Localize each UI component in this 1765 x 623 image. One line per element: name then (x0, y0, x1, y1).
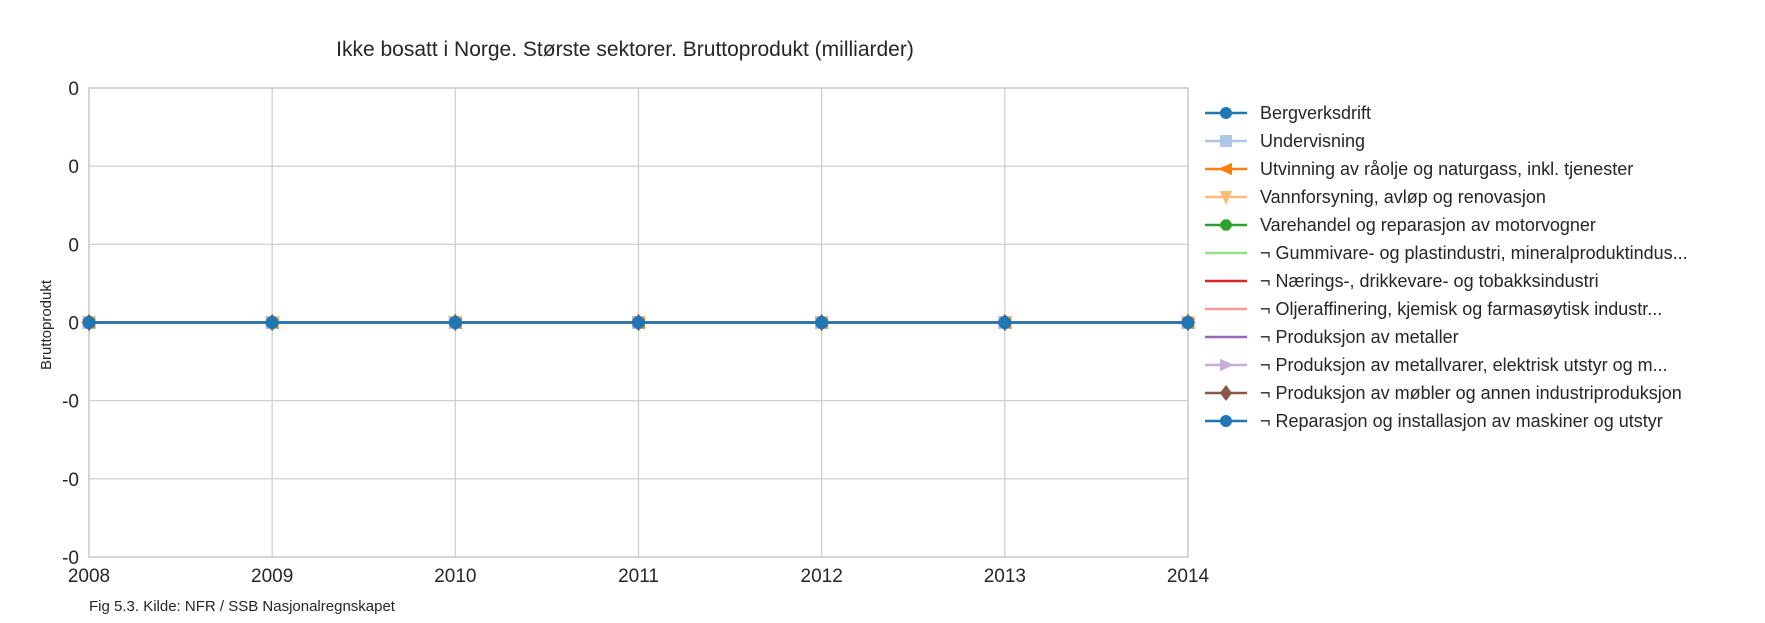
legend-label: ¬ Produksjon av møbler og annen industri… (1260, 383, 1682, 403)
legend-item: ¬ Oljeraffinering, kjemisk og farmasøyti… (1205, 299, 1662, 319)
legend-marker (1220, 219, 1232, 231)
y-tick-label: -0 (62, 392, 79, 413)
legend-item: ¬ Reparasjon og installasjon av maskiner… (1205, 411, 1663, 431)
x-tick-label: 2011 (618, 566, 659, 587)
legend-marker (1218, 162, 1232, 176)
legend-label: ¬ Oljeraffinering, kjemisk og farmasøyti… (1260, 299, 1662, 319)
y-tick-label: 0 (68, 79, 79, 100)
y-axis-label: Bruttoprodukt (38, 279, 55, 370)
legend-item: Utvinning av råolje og naturgass, inkl. … (1205, 159, 1633, 179)
x-tick-label: 2012 (801, 566, 843, 587)
legend-marker (1219, 385, 1233, 401)
legend-item: Undervisning (1205, 131, 1365, 151)
data-point (448, 316, 462, 329)
legend-label: ¬ Produksjon av metallvarer, elektrisk u… (1260, 355, 1668, 375)
legend-label: ¬ Gummivare- og plastindustri, mineralpr… (1260, 243, 1688, 263)
x-tick-label: 2014 (1167, 566, 1210, 587)
legend-item: ¬ Gummivare- og plastindustri, mineralpr… (1205, 243, 1688, 263)
legend-item: ¬ Produksjon av metaller (1205, 327, 1459, 347)
legend: Bergverksdrift Undervisning Utvinning av r… (1205, 103, 1688, 431)
legend-marker (1220, 358, 1234, 372)
legend-label: Bergverksdrift (1260, 103, 1371, 123)
legend-item: ¬ Nærings-, drikkevare- og tobakksindust… (1205, 271, 1599, 291)
y-axis-ticks: 0 0 0 0 -0 -0 -0 (62, 79, 79, 569)
data-point (82, 316, 96, 329)
legend-label: ¬ Reparasjon og installasjon av maskiner… (1260, 411, 1663, 431)
data-point (815, 316, 829, 329)
data-point (998, 316, 1012, 329)
legend-label: Undervisning (1260, 131, 1365, 151)
legend-label: ¬ Produksjon av metaller (1260, 327, 1459, 347)
data-point (265, 316, 279, 329)
y-tick-label: 0 (68, 314, 79, 335)
legend-marker (1220, 135, 1232, 147)
legend-marker (1220, 415, 1232, 427)
x-axis-ticks: 2008 2009 2010 2011 2012 2013 2014 (68, 566, 1210, 587)
legend-item: ¬ Produksjon av møbler og annen industri… (1205, 383, 1682, 403)
y-tick-label: 0 (68, 157, 79, 178)
legend-item: Varehandel og reparasjon av motorvogner (1205, 215, 1596, 235)
x-tick-label: 2010 (434, 566, 476, 587)
data-point (1181, 316, 1195, 329)
y-tick-label: 0 (68, 235, 79, 256)
y-tick-label: -0 (62, 548, 79, 569)
series-layer (80, 313, 1197, 332)
x-tick-label: 2008 (68, 566, 110, 587)
legend-marker (1220, 107, 1232, 119)
legend-item: ¬ Produksjon av metallvarer, elektrisk u… (1205, 355, 1668, 375)
legend-item: Vannforsyning, avløp og renovasjon (1205, 187, 1546, 207)
legend-marker (1219, 191, 1233, 205)
y-tick-label: -0 (62, 470, 79, 491)
x-tick-label: 2013 (984, 566, 1026, 587)
chart-title: Ikke bosatt i Norge. Største sektorer. B… (336, 38, 914, 61)
legend-label: Varehandel og reparasjon av motorvogner (1260, 215, 1596, 235)
x-tick-label: 2009 (251, 566, 293, 587)
legend-label: Vannforsyning, avløp og renovasjon (1260, 187, 1546, 207)
legend-item: Bergverksdrift (1205, 103, 1371, 123)
legend-label: Utvinning av råolje og naturgass, inkl. … (1260, 159, 1633, 179)
series-12 (82, 316, 1195, 329)
legend-label: ¬ Nærings-, drikkevare- og tobakksindust… (1260, 271, 1599, 291)
figure-caption: Fig 5.3. Kilde: NFR / SSB Nasjonalregnsk… (89, 598, 396, 615)
data-point (632, 316, 645, 329)
